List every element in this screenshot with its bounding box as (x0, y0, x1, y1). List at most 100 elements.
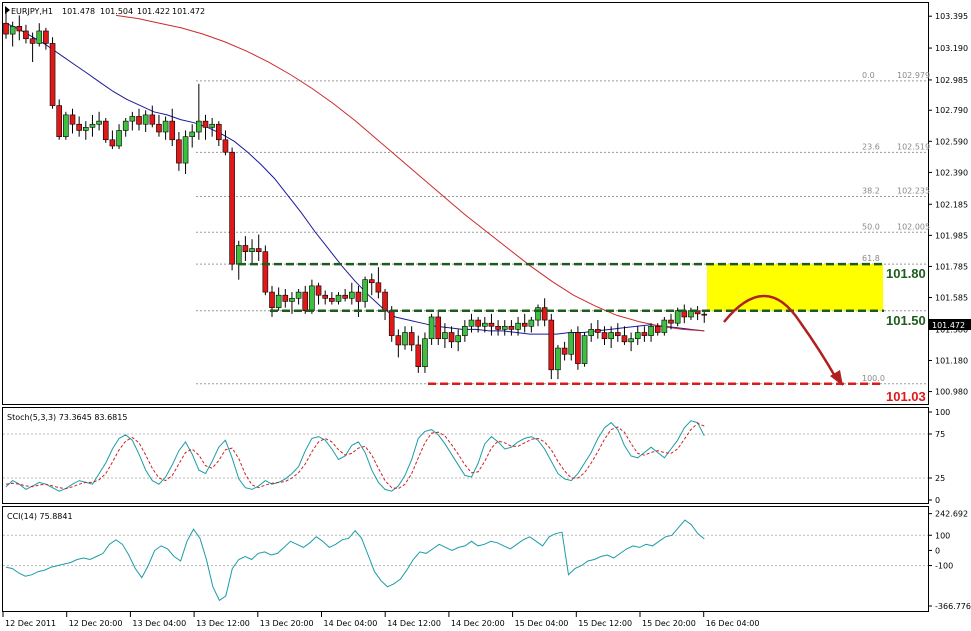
cci-line (5, 519, 705, 602)
candle-body (402, 332, 408, 346)
candle-body (548, 319, 555, 371)
candle-body (69, 114, 76, 125)
candle-body (535, 307, 541, 321)
time-tick-label: 12 Dec 2011 (5, 619, 56, 628)
price-tick-label: 102.985 (935, 76, 968, 85)
forecast-arrowhead-icon (830, 370, 843, 386)
candle-body (342, 294, 348, 299)
time-tick-label: 12 Dec 20:00 (69, 619, 123, 628)
ohlc-high: 101.504 (100, 7, 133, 16)
chart-header: EURJPY,H1 101.478 101.504 101.422 101.47… (5, 6, 205, 16)
candle-body (295, 291, 302, 299)
support-resistance-lines (238, 262, 884, 386)
price-tick-label: 102.590 (935, 137, 968, 146)
candle-body (388, 310, 395, 336)
time-tick-label: 13 Dec 20:00 (260, 619, 314, 628)
candle-body (614, 332, 621, 336)
time-tick-label: 13 Dec 12:00 (196, 619, 250, 628)
candle-body (668, 319, 674, 324)
candle-body (222, 139, 229, 153)
candle-body (634, 332, 641, 340)
candle-body (348, 291, 355, 299)
candle-body (289, 298, 295, 302)
candle-body (641, 332, 648, 336)
time-axis: 12 Dec 2011 12 Dec 20:00 13 Dec 04:00 13 De… (2, 612, 760, 628)
support-label: 101.50 (886, 313, 926, 328)
candle-body (282, 294, 289, 302)
candle-body (83, 127, 89, 131)
current-price-label: 101.472 (932, 321, 965, 330)
candle-body (29, 38, 36, 44)
cci-indicator: 242.692 100 0 -100 -366.776 (3, 510, 971, 611)
time-tick-label: 16 Dec 04:00 (706, 619, 760, 628)
price-tick-label: 103.190 (935, 44, 968, 53)
candle-body (561, 347, 568, 355)
candle-body (581, 335, 588, 364)
candle-body (176, 139, 182, 164)
candle-body (435, 316, 442, 340)
price-tick-label: 102.185 (935, 200, 968, 209)
time-tick-label: 15 Dec 12:00 (578, 619, 632, 628)
candle-body (196, 120, 202, 133)
candle-body (122, 120, 129, 131)
candle-body (422, 338, 428, 367)
target-zone (707, 264, 883, 311)
candle-body (621, 335, 628, 343)
fibonacci-level-label: 50.0 (862, 222, 880, 231)
candle-body (382, 291, 388, 312)
main-panel-frame (2, 2, 929, 405)
price-tick-label: 102.390 (935, 168, 968, 177)
candle-body (568, 332, 575, 355)
current-price-tag: 101.472 (929, 319, 971, 330)
candle-body (269, 291, 275, 308)
price-tick-label: 101.985 (935, 231, 968, 240)
candle-body (189, 131, 195, 137)
candle-body (608, 332, 614, 340)
price-tick-label: 101.180 (935, 356, 968, 365)
candle-body (102, 120, 109, 141)
candle-body (368, 279, 375, 284)
fibonacci-price-label: 102.005 (897, 222, 930, 231)
candle-body (701, 313, 708, 316)
ohlc-close: 101.472 (172, 7, 205, 16)
candle-body (302, 291, 309, 312)
candle-body (202, 120, 209, 128)
candle-body (229, 151, 235, 265)
stochastic-oscillator: 100 75 25 0 (3, 408, 950, 505)
ohlc-open: 101.478 (62, 7, 95, 16)
candle-body (56, 105, 63, 137)
candle-body (375, 282, 382, 293)
candle-body (322, 294, 329, 299)
candle-body (262, 251, 269, 293)
candle-body (495, 325, 501, 330)
price-tick-label: 103.395 (935, 12, 968, 21)
candle-body (249, 248, 255, 252)
candle-body (521, 322, 528, 327)
symbol-header: EURJPY,H1 (11, 7, 53, 16)
price-tick-label: 101.585 (935, 294, 968, 303)
candle-body (96, 120, 102, 125)
candle-body (156, 123, 162, 133)
candle-body (528, 319, 535, 327)
time-tick-label: 14 Dec 20:00 (451, 619, 505, 628)
candle-body (515, 322, 521, 330)
candle-body (209, 123, 215, 128)
fibonacci-price-label: 102.519 (897, 142, 930, 151)
candle-body (216, 123, 222, 141)
time-tick-label: 13 Dec 04:00 (132, 619, 186, 628)
candle-body (329, 298, 335, 302)
candle-body (601, 332, 608, 340)
candle-body (136, 116, 142, 125)
stoch-line (5, 420, 705, 492)
candle-body (448, 332, 455, 343)
cci-tick-label: 0 (935, 546, 940, 555)
candle-body (335, 294, 342, 302)
candle-body (63, 114, 69, 137)
candle-body (588, 329, 595, 336)
stoch-tick-label: 75 (935, 430, 945, 439)
candle-body (415, 344, 422, 367)
candle-body (628, 338, 634, 343)
stoch-line (5, 422, 705, 490)
time-tick-label: 15 Dec 04:00 (515, 619, 569, 628)
